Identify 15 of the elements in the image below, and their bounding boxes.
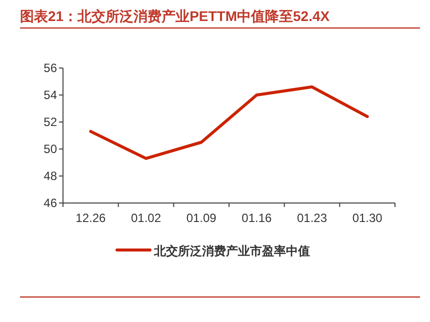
y-tick-label: 52 xyxy=(44,115,58,129)
y-tick-label: 46 xyxy=(44,196,58,210)
x-tick-label: 01.23 xyxy=(296,211,328,225)
x-tick-label: 01.16 xyxy=(242,211,272,225)
y-tick-label: 48 xyxy=(44,169,58,183)
y-tick-label: 50 xyxy=(44,142,58,156)
x-tick-label: 01.09 xyxy=(186,211,217,225)
chart-title: 图表21：北交所泛消费产业PETTM中值降至52.4X xyxy=(20,8,330,24)
y-tick-label: 54 xyxy=(44,88,58,102)
x-tick-label: 01.02 xyxy=(130,211,162,225)
x-tick-label: 01.30 xyxy=(352,211,383,225)
y-tick-label: 56 xyxy=(44,61,58,75)
line-series xyxy=(89,85,369,160)
legend-label: 北交所泛消费产业市盈率中值 xyxy=(153,244,310,258)
x-tick-label: 12.26 xyxy=(76,211,106,225)
